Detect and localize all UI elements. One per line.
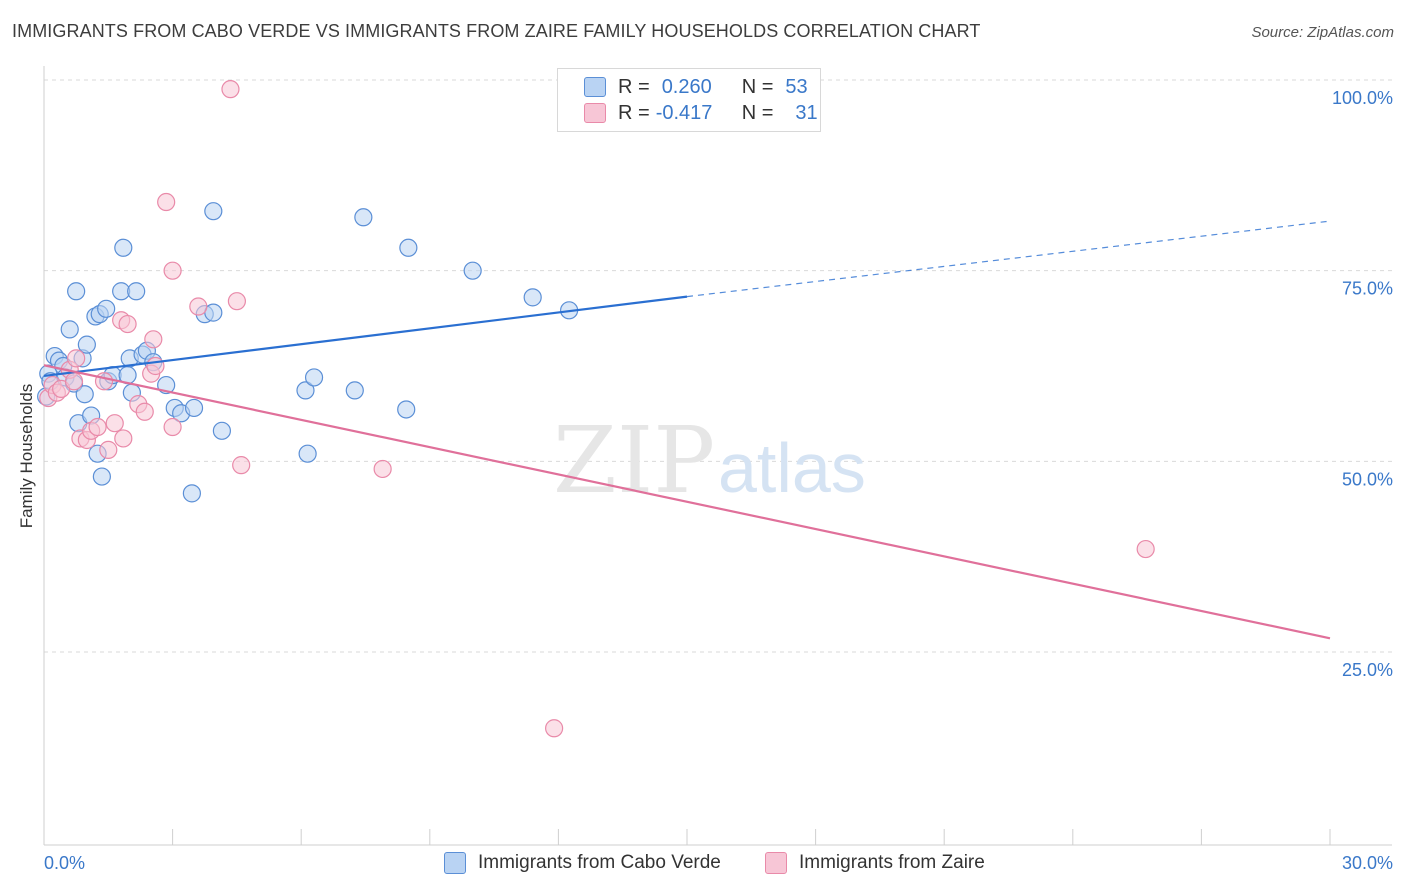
- watermark-atlas: atlas: [718, 429, 866, 507]
- y-tick-label: 100.0%: [1332, 88, 1393, 108]
- data-point: [545, 719, 564, 738]
- legend-row-cabo-verde: R = 0.260 N = 53: [584, 75, 808, 99]
- data-point: [92, 467, 111, 486]
- legend-r-label: R =: [618, 101, 650, 124]
- data-point: [354, 208, 373, 227]
- data-point: [114, 238, 133, 257]
- watermark-zip: ZIP: [553, 407, 715, 514]
- source-label: Source: ZipAtlas.com: [1251, 24, 1394, 41]
- data-point: [397, 400, 416, 419]
- data-point: [94, 372, 114, 391]
- data-point: [75, 385, 94, 404]
- series-legend-zaire: Immigrants from Zaire: [765, 852, 985, 874]
- y-axis-label: Family Households: [17, 383, 36, 529]
- legend-swatch-blue: [584, 77, 606, 97]
- series-swatch-pink: [765, 852, 787, 874]
- x-tick-label: 30.0%: [1342, 853, 1393, 873]
- data-point: [204, 202, 223, 221]
- data-point: [60, 320, 79, 339]
- legend-r-value: 0.260: [661, 75, 712, 98]
- data-point: [88, 417, 107, 437]
- axes: [43, 66, 1392, 846]
- data-point: [184, 398, 204, 418]
- data-point: [157, 192, 176, 212]
- data-point: [463, 261, 482, 280]
- data-point: [227, 292, 246, 311]
- series-name-zaire: Immigrants from Zaire: [799, 852, 985, 873]
- data-point: [189, 297, 208, 316]
- data-point: [523, 288, 542, 307]
- chart-title: IMMIGRANTS FROM CABO VERDE VS IMMIGRANTS…: [12, 21, 981, 41]
- data-point: [99, 440, 118, 459]
- trend-line-cabo-verde: [43, 295, 688, 378]
- data-point: [67, 282, 86, 301]
- data-point: [67, 349, 86, 368]
- trend-lines: [43, 220, 1331, 640]
- series-name-cabo-verde: Immigrants from Cabo Verde: [478, 852, 721, 873]
- data-point: [97, 299, 116, 318]
- data-point: [135, 402, 154, 421]
- data-point: [298, 444, 317, 463]
- legend-swatch-pink: [584, 103, 606, 123]
- legend-r-value: -0.417: [655, 101, 713, 124]
- legend-n-label: N =: [741, 75, 774, 98]
- data-point: [144, 330, 163, 349]
- series-legend-cabo-verde: Immigrants from Cabo Verde: [444, 852, 721, 874]
- data-point: [399, 238, 418, 257]
- data-point: [212, 421, 231, 440]
- data-point: [345, 381, 364, 400]
- series-swatch-blue: [444, 852, 466, 874]
- data-point: [64, 372, 84, 391]
- x-tick-label: 0.0%: [44, 853, 85, 873]
- y-tick-label: 75.0%: [1342, 279, 1393, 299]
- data-point: [221, 80, 240, 99]
- data-point: [118, 314, 137, 334]
- data-point: [182, 484, 201, 503]
- data-point: [77, 335, 96, 354]
- stats-legend: R = 0.260 N = 53 R = -0.417 N = 31: [557, 68, 821, 132]
- data-point: [105, 414, 124, 433]
- legend-n-value: 53: [785, 75, 808, 98]
- data-point: [163, 417, 182, 437]
- data-point: [373, 459, 392, 479]
- legend-row-zaire: R = -0.417 N = 31: [584, 101, 818, 125]
- data-point: [1136, 539, 1155, 559]
- data-point: [232, 456, 251, 475]
- data-point: [114, 429, 133, 448]
- data-point: [127, 282, 146, 301]
- tick-labels: 25.0% 50.0% 75.0% 100.0% 0.0% 30.0%: [44, 88, 1393, 873]
- data-point: [146, 356, 165, 376]
- y-tick-label: 50.0%: [1342, 469, 1393, 489]
- legend-n-label: N =: [741, 101, 774, 124]
- legend-n-value: 31: [795, 101, 818, 124]
- data-point: [304, 368, 324, 387]
- watermark: ZIP atlas: [553, 407, 866, 514]
- data-point: [163, 261, 182, 280]
- series-cabo-verde-points: [37, 202, 579, 503]
- y-tick-label: 25.0%: [1342, 660, 1393, 680]
- data-point: [296, 381, 315, 400]
- legend-r-label: R =: [618, 75, 650, 98]
- gridlines: [44, 79, 1392, 653]
- trend-line-cabo-verde-extension: [686, 220, 1331, 298]
- trend-line-zaire: [43, 364, 1331, 640]
